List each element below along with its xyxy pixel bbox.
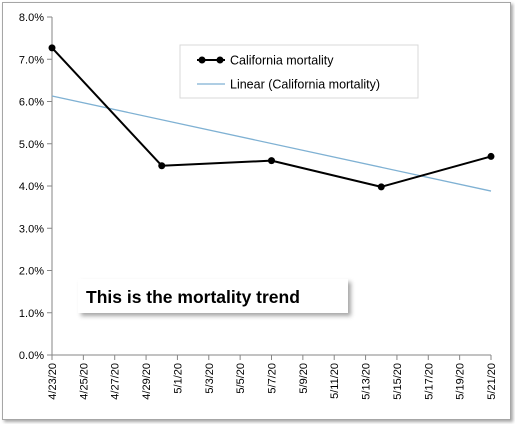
- x-ticks: 4/23/20 4/25/20 4/27/20 4/29/20 5/1/20 5/3/20…: [47, 355, 498, 400]
- x-tick-label: 5/15/20: [392, 363, 404, 400]
- y-ticks: 0.0% 1.0% 2.0% 3.0% 4.0% 5.0% 6.0% 7.0% 8.0%: [19, 12, 52, 362]
- x-tick-label: 5/1/20: [172, 363, 184, 394]
- x-tick-label: 4/29/20: [141, 363, 153, 400]
- x-tick-label: 5/11/20: [329, 363, 341, 399]
- legend-series-label: California mortality: [230, 54, 334, 68]
- legend-box: [179, 44, 419, 99]
- y-tick-label: 2.0%: [19, 266, 44, 278]
- x-tick-label: 5/7/20: [267, 363, 279, 394]
- x-tick-label: 4/25/20: [78, 363, 90, 400]
- annotation-text: This is the mortality trend: [86, 287, 300, 307]
- x-tick-label: 4/27/20: [110, 363, 122, 400]
- y-tick-label: 0.0%: [19, 350, 44, 362]
- legend-series-marker: [198, 56, 206, 64]
- y-tick-label: 8.0%: [19, 12, 44, 24]
- y-tick-label: 3.0%: [19, 223, 44, 235]
- y-tick-label: 7.0%: [19, 54, 44, 66]
- legend-series-marker: [216, 56, 224, 64]
- data-point: [48, 44, 56, 52]
- trendline-path: [51, 95, 492, 192]
- data-point: [377, 183, 385, 191]
- y-tick-label: 4.0%: [19, 181, 44, 193]
- x-tick-label: 5/9/20: [298, 363, 310, 394]
- annotation: This is the mortality trend: [78, 279, 348, 313]
- x-tick-label: 5/21/20: [486, 363, 498, 400]
- x-tick-label: 5/13/20: [361, 363, 373, 400]
- x-tick-label: 4/23/20: [47, 363, 59, 400]
- y-tick-label: 6.0%: [19, 97, 44, 109]
- series-line: [48, 44, 495, 191]
- legend-trend-label: Linear (California mortality): [230, 78, 380, 92]
- x-tick-label: 5/5/20: [235, 363, 247, 394]
- data-point: [158, 162, 166, 170]
- y-tick-label: 1.0%: [19, 308, 44, 320]
- data-point: [268, 157, 275, 165]
- y-tick-label: 5.0%: [19, 139, 44, 151]
- annotation-box: [78, 279, 348, 313]
- x-tick-label: 5/19/20: [455, 363, 467, 400]
- trendline: [51, 95, 492, 192]
- x-tick-label: 5/17/20: [423, 363, 435, 400]
- x-tick-label: 5/3/20: [204, 363, 216, 394]
- data-point: [487, 152, 495, 160]
- legend: California mortality Linear (California …: [179, 44, 419, 99]
